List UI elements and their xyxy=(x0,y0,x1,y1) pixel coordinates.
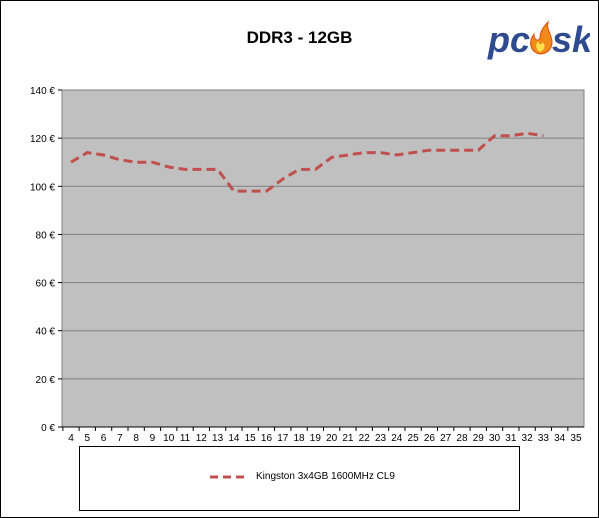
x-tick-label: 35 xyxy=(570,433,582,444)
gridlines xyxy=(62,137,584,380)
legend-item: Kingston 3x4GB 1600MHz CL9 xyxy=(208,471,395,482)
y-tick-label: 140 € xyxy=(30,86,55,97)
x-tick-label: 25 xyxy=(408,433,420,444)
x-tick-label: 11 xyxy=(180,433,191,444)
y-tick-label: 40 € xyxy=(36,327,56,338)
x-tick-label: 17 xyxy=(277,433,289,444)
x-tick-label: 12 xyxy=(196,433,208,444)
x-tick-label: 14 xyxy=(228,433,240,444)
y-tick-label: 60 € xyxy=(36,279,56,290)
x-tick-label: 23 xyxy=(375,433,387,444)
x-tick-label: 13 xyxy=(212,433,224,444)
y-tick-label: 120 € xyxy=(30,134,55,145)
series-group xyxy=(70,131,544,193)
x-tick-label: 31 xyxy=(505,433,517,444)
x-tick-label: 24 xyxy=(391,433,403,444)
series-line-0 xyxy=(70,131,544,193)
plot-area xyxy=(61,89,585,428)
x-tick-label: 33 xyxy=(538,433,550,444)
svg-text:pc: pc xyxy=(487,19,530,60)
y-tick-label: 80 € xyxy=(36,230,56,241)
x-tick-label: 30 xyxy=(489,433,501,444)
x-tick-label: 10 xyxy=(163,433,175,444)
x-tick-label: 20 xyxy=(326,433,338,444)
x-tick-label: 6 xyxy=(101,433,107,444)
legend-label: Kingston 3x4GB 1600MHz CL9 xyxy=(256,471,395,482)
x-tick-label: 34 xyxy=(554,433,566,444)
x-tick-label: 27 xyxy=(440,433,452,444)
x-tick-label: 19 xyxy=(310,433,322,444)
x-tick-label: 26 xyxy=(424,433,436,444)
legend-swatch xyxy=(210,475,246,478)
svg-text:sk: sk xyxy=(552,19,590,60)
x-tick-label: 16 xyxy=(261,433,273,444)
y-axis: 0 € 20 € 40 € 60 € 80 € 100 € 120 € 140 € xyxy=(30,86,62,434)
x-tick-label: 4 xyxy=(68,433,74,444)
x-axis: 4 5 6 7 8 9 10 11 12 13 14 15 16 17 18 19 20 21 22 23 24 25 26… xyxy=(62,426,584,444)
x-tick-label: 28 xyxy=(456,433,468,444)
x-tick-label: 18 xyxy=(293,433,305,444)
x-tick-label: 15 xyxy=(245,433,257,444)
y-tick-label: 20 € xyxy=(36,375,56,386)
x-tick-label: 21 xyxy=(342,433,354,444)
x-tick-label: 7 xyxy=(117,433,123,444)
legend: Kingston 3x4GB 1600MHz CL9 xyxy=(79,446,520,511)
x-tick-label: 29 xyxy=(473,433,485,444)
x-tick-label: 32 xyxy=(522,433,534,444)
x-tick-label: 8 xyxy=(133,433,139,444)
y-tick-label: 0 € xyxy=(41,423,55,434)
x-tick-label: 9 xyxy=(150,433,156,444)
y-tick-label: 100 € xyxy=(30,182,55,193)
pcask-logo: pc sk xyxy=(486,14,594,62)
chart-title: DDR3 - 12GB xyxy=(246,28,353,47)
x-tick-label: 5 xyxy=(85,433,91,444)
x-tick-label: 22 xyxy=(359,433,371,444)
